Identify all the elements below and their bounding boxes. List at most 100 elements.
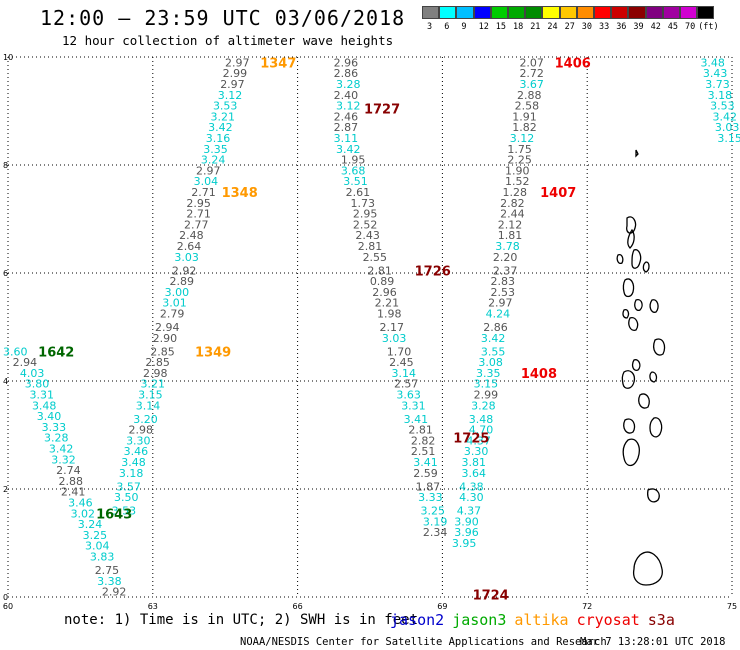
wave-height-value: 2.89 bbox=[170, 275, 195, 288]
chart-title: 12:00 – 23:59 UTC 03/06/2018 bbox=[40, 6, 406, 30]
wave-height-value: 3.11 bbox=[334, 132, 359, 145]
legend-label: 42 bbox=[650, 22, 661, 32]
wave-height-value: 3.64 bbox=[462, 467, 487, 480]
x-tick-label: 66 bbox=[293, 602, 303, 611]
wave-height-value: 2.12 bbox=[498, 218, 523, 231]
wave-height-value: 2.81 bbox=[358, 240, 383, 253]
wave-height-value: 3.53 bbox=[213, 100, 238, 113]
wave-height-value: 3.57 bbox=[116, 480, 141, 493]
satellite-altika: altika bbox=[514, 611, 569, 629]
wave-height-value: 4.38 bbox=[459, 480, 484, 493]
wave-height-value: 2.72 bbox=[519, 67, 544, 80]
wave-height-value: 3.68 bbox=[341, 164, 366, 177]
wave-height-value: 1.75 bbox=[507, 143, 532, 156]
wave-height-value: 1.81 bbox=[498, 229, 523, 242]
wave-height-value: 3.28 bbox=[471, 399, 496, 412]
wave-height-value: 4.70 bbox=[469, 424, 494, 437]
wave-height-value: 3.42 bbox=[481, 332, 506, 345]
legend-label: 70 bbox=[685, 22, 696, 32]
wave-height-value: 3.80 bbox=[25, 378, 50, 391]
legend-swatch bbox=[697, 6, 715, 19]
wave-height-value: 3.28 bbox=[44, 432, 69, 445]
wave-height-value: 3.21 bbox=[141, 378, 166, 391]
wave-height-value: 1.87 bbox=[416, 480, 441, 493]
wave-height-value: 3.78 bbox=[495, 240, 520, 253]
wave-height-value: 3.48 bbox=[469, 413, 494, 426]
wave-height-value: 2.86 bbox=[483, 321, 508, 334]
wave-height-value: 3.03 bbox=[174, 251, 199, 264]
wave-height-value: 3.18 bbox=[119, 467, 144, 480]
wave-height-value: 2.25 bbox=[507, 154, 532, 167]
wave-height-value: 3.53 bbox=[710, 100, 735, 113]
wave-height-value: 2.82 bbox=[411, 434, 436, 447]
satellite-legend: jason2 jason3 altika cryosat s3a bbox=[390, 611, 683, 629]
legend-swatch bbox=[439, 6, 457, 19]
wave-height-value: 4.03 bbox=[20, 367, 45, 380]
wave-height-value: 1.70 bbox=[387, 345, 412, 358]
wave-height-value: 3.19 bbox=[423, 515, 448, 528]
wave-height-value: 2.92 bbox=[102, 586, 127, 599]
axis-tick-labels: 60 63 66 69 72 75 0 2 4 6 8 10 bbox=[3, 53, 737, 611]
pass-time-label: 1726 bbox=[415, 264, 451, 279]
wave-height-value: 2.37 bbox=[493, 264, 518, 277]
wave-height-value: 2.97 bbox=[488, 297, 513, 310]
x-tick-label: 60 bbox=[3, 602, 13, 611]
wave-height-value: 2.88 bbox=[58, 475, 83, 488]
legend-label: (ft) bbox=[698, 22, 719, 32]
wave-height-value: 3.67 bbox=[519, 78, 544, 91]
wave-height-value: 1.95 bbox=[341, 154, 366, 167]
wave-height-value: 4.37 bbox=[466, 434, 491, 447]
wave-height-value: 3.55 bbox=[481, 345, 506, 358]
wave-height-value: 3.12 bbox=[218, 89, 243, 102]
wave-height-value: 3.25 bbox=[83, 529, 108, 542]
wave-height-value: 2.94 bbox=[13, 356, 38, 369]
wave-height-value: 2.95 bbox=[353, 208, 378, 221]
wave-height-value: 2.71 bbox=[191, 186, 216, 199]
wave-height-value: 2.95 bbox=[186, 197, 211, 210]
legend-label: 30 bbox=[581, 22, 593, 32]
wave-height-value: 3.31 bbox=[30, 389, 55, 402]
legend-label: 39 bbox=[633, 22, 644, 32]
wave-height-value: 3.03 bbox=[382, 332, 407, 345]
pass-time-label: 1725 bbox=[453, 432, 489, 447]
wave-height-value: 3.15 bbox=[717, 132, 740, 145]
y-tick-label: 6 bbox=[3, 269, 8, 278]
legend-swatch bbox=[680, 6, 698, 19]
wave-height-value: 3.15 bbox=[138, 389, 163, 402]
wave-height-value: 2.87 bbox=[334, 121, 359, 134]
legend-swatch bbox=[645, 6, 663, 19]
wave-height-value: 3.12 bbox=[510, 132, 535, 145]
wave-height-value: 3.96 bbox=[454, 526, 479, 539]
wave-height-value: 1.91 bbox=[512, 110, 537, 123]
x-tick-label: 69 bbox=[437, 602, 447, 611]
wave-height-value: 2.52 bbox=[353, 218, 378, 231]
wave-height-value: 3.02 bbox=[71, 507, 96, 520]
legend-label: 3 bbox=[427, 22, 433, 32]
wave-height-value: 3.04 bbox=[194, 175, 219, 188]
y-tick-label: 4 bbox=[3, 377, 8, 386]
y-tick-label: 8 bbox=[3, 161, 8, 170]
x-tick-label: 72 bbox=[582, 602, 592, 611]
wave-height-value: 3.24 bbox=[201, 154, 226, 167]
wave-height-value: 2.82 bbox=[500, 197, 525, 210]
wave-height-value: 2.57 bbox=[394, 378, 419, 391]
pass-time-label: 1349 bbox=[195, 345, 231, 360]
wave-height-value: 3.60 bbox=[3, 345, 28, 358]
wave-height-value: 3.33 bbox=[42, 421, 67, 434]
wave-height-value: 2.77 bbox=[184, 218, 209, 231]
legend-swatch bbox=[611, 6, 629, 19]
wave-height-value: 3.43 bbox=[703, 67, 728, 80]
wave-height-value: 3.18 bbox=[708, 89, 733, 102]
wave-height-value: 2.99 bbox=[474, 389, 499, 402]
pass-time-label: 1408 bbox=[521, 367, 557, 382]
wave-height-value: 0.89 bbox=[370, 275, 395, 288]
wave-height-value: 1.52 bbox=[505, 175, 530, 188]
wave-height-value: 3.35 bbox=[203, 143, 228, 156]
pass-time-label: 1727 bbox=[364, 102, 400, 117]
satellite-cryosat: cryosat bbox=[576, 611, 640, 629]
wave-height-value: 3.53 bbox=[112, 505, 137, 518]
wave-height-value: 1.98 bbox=[377, 308, 402, 321]
coastline-islands bbox=[616, 149, 666, 586]
wave-height-value: 2.81 bbox=[367, 264, 392, 277]
wave-height-value: 3.28 bbox=[336, 78, 361, 91]
